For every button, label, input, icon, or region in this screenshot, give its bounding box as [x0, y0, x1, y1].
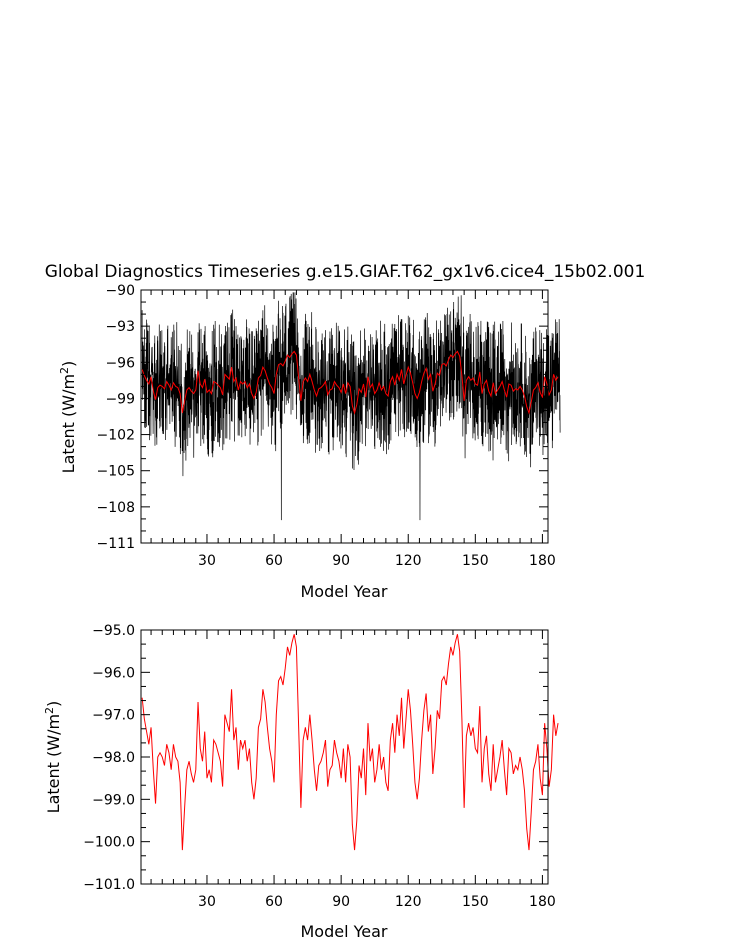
x-tick-label: 180: [529, 553, 556, 569]
y-tick-label: −105: [97, 464, 135, 480]
bottom-x-axis-label: Model Year: [301, 922, 388, 941]
y-tick-label: −93: [105, 319, 135, 335]
bottom-panel: 30 60 90 120 150 180 −95.0 −96.0 −97.0 −98.0 −99.0…: [83, 623, 559, 910]
y-tick-label: −95.0: [92, 623, 135, 639]
x-tick-label: 90: [332, 553, 350, 569]
x-tick-label: 60: [265, 553, 283, 569]
top-y-axis-label: Latent (W/m2): [58, 361, 78, 474]
x-tick-label: 30: [198, 894, 216, 910]
y-tick-label: −98.0: [92, 750, 135, 766]
x-tick-label: 180: [529, 894, 556, 910]
series-line-monthly: [141, 292, 561, 521]
y-tick-label: −96: [105, 355, 135, 371]
y-tick-label: −96.0: [92, 665, 135, 681]
x-tick-label: 120: [395, 553, 422, 569]
series-line-annual-mean: [141, 350, 559, 415]
bottom-y-axis-label: Latent (W/m2): [43, 701, 63, 814]
chart-title: Global Diagnostics Timeseries g.e15.GIAF…: [45, 262, 646, 282]
x-tick-label: 30: [198, 553, 216, 569]
y-tick-label: −108: [97, 500, 135, 516]
y-tick-label: −97.0: [92, 708, 135, 724]
x-tick-label: 150: [462, 894, 489, 910]
x-tick-label: 90: [332, 894, 350, 910]
plot-frame: [140, 289, 549, 544]
y-tick-label: −100.0: [83, 835, 135, 851]
y-tick-label: −99: [105, 391, 135, 407]
y-tick-label: −111: [97, 536, 135, 552]
y-tick-label: −99.0: [92, 792, 135, 808]
x-tick-label: 150: [462, 553, 489, 569]
y-tick-label: −90: [105, 283, 135, 299]
y-tick-label: −102: [97, 428, 135, 444]
top-x-axis-label: Model Year: [301, 582, 388, 601]
y-tick-label: −101.0: [83, 877, 135, 893]
series-line-annual-mean: [141, 634, 559, 851]
top-panel: 30 60 90 120 150 180 −90 −93 −96 −99 −102 −105 −108 −…: [97, 283, 561, 569]
x-tick-label: 120: [395, 894, 422, 910]
x-tick-label: 60: [265, 894, 283, 910]
